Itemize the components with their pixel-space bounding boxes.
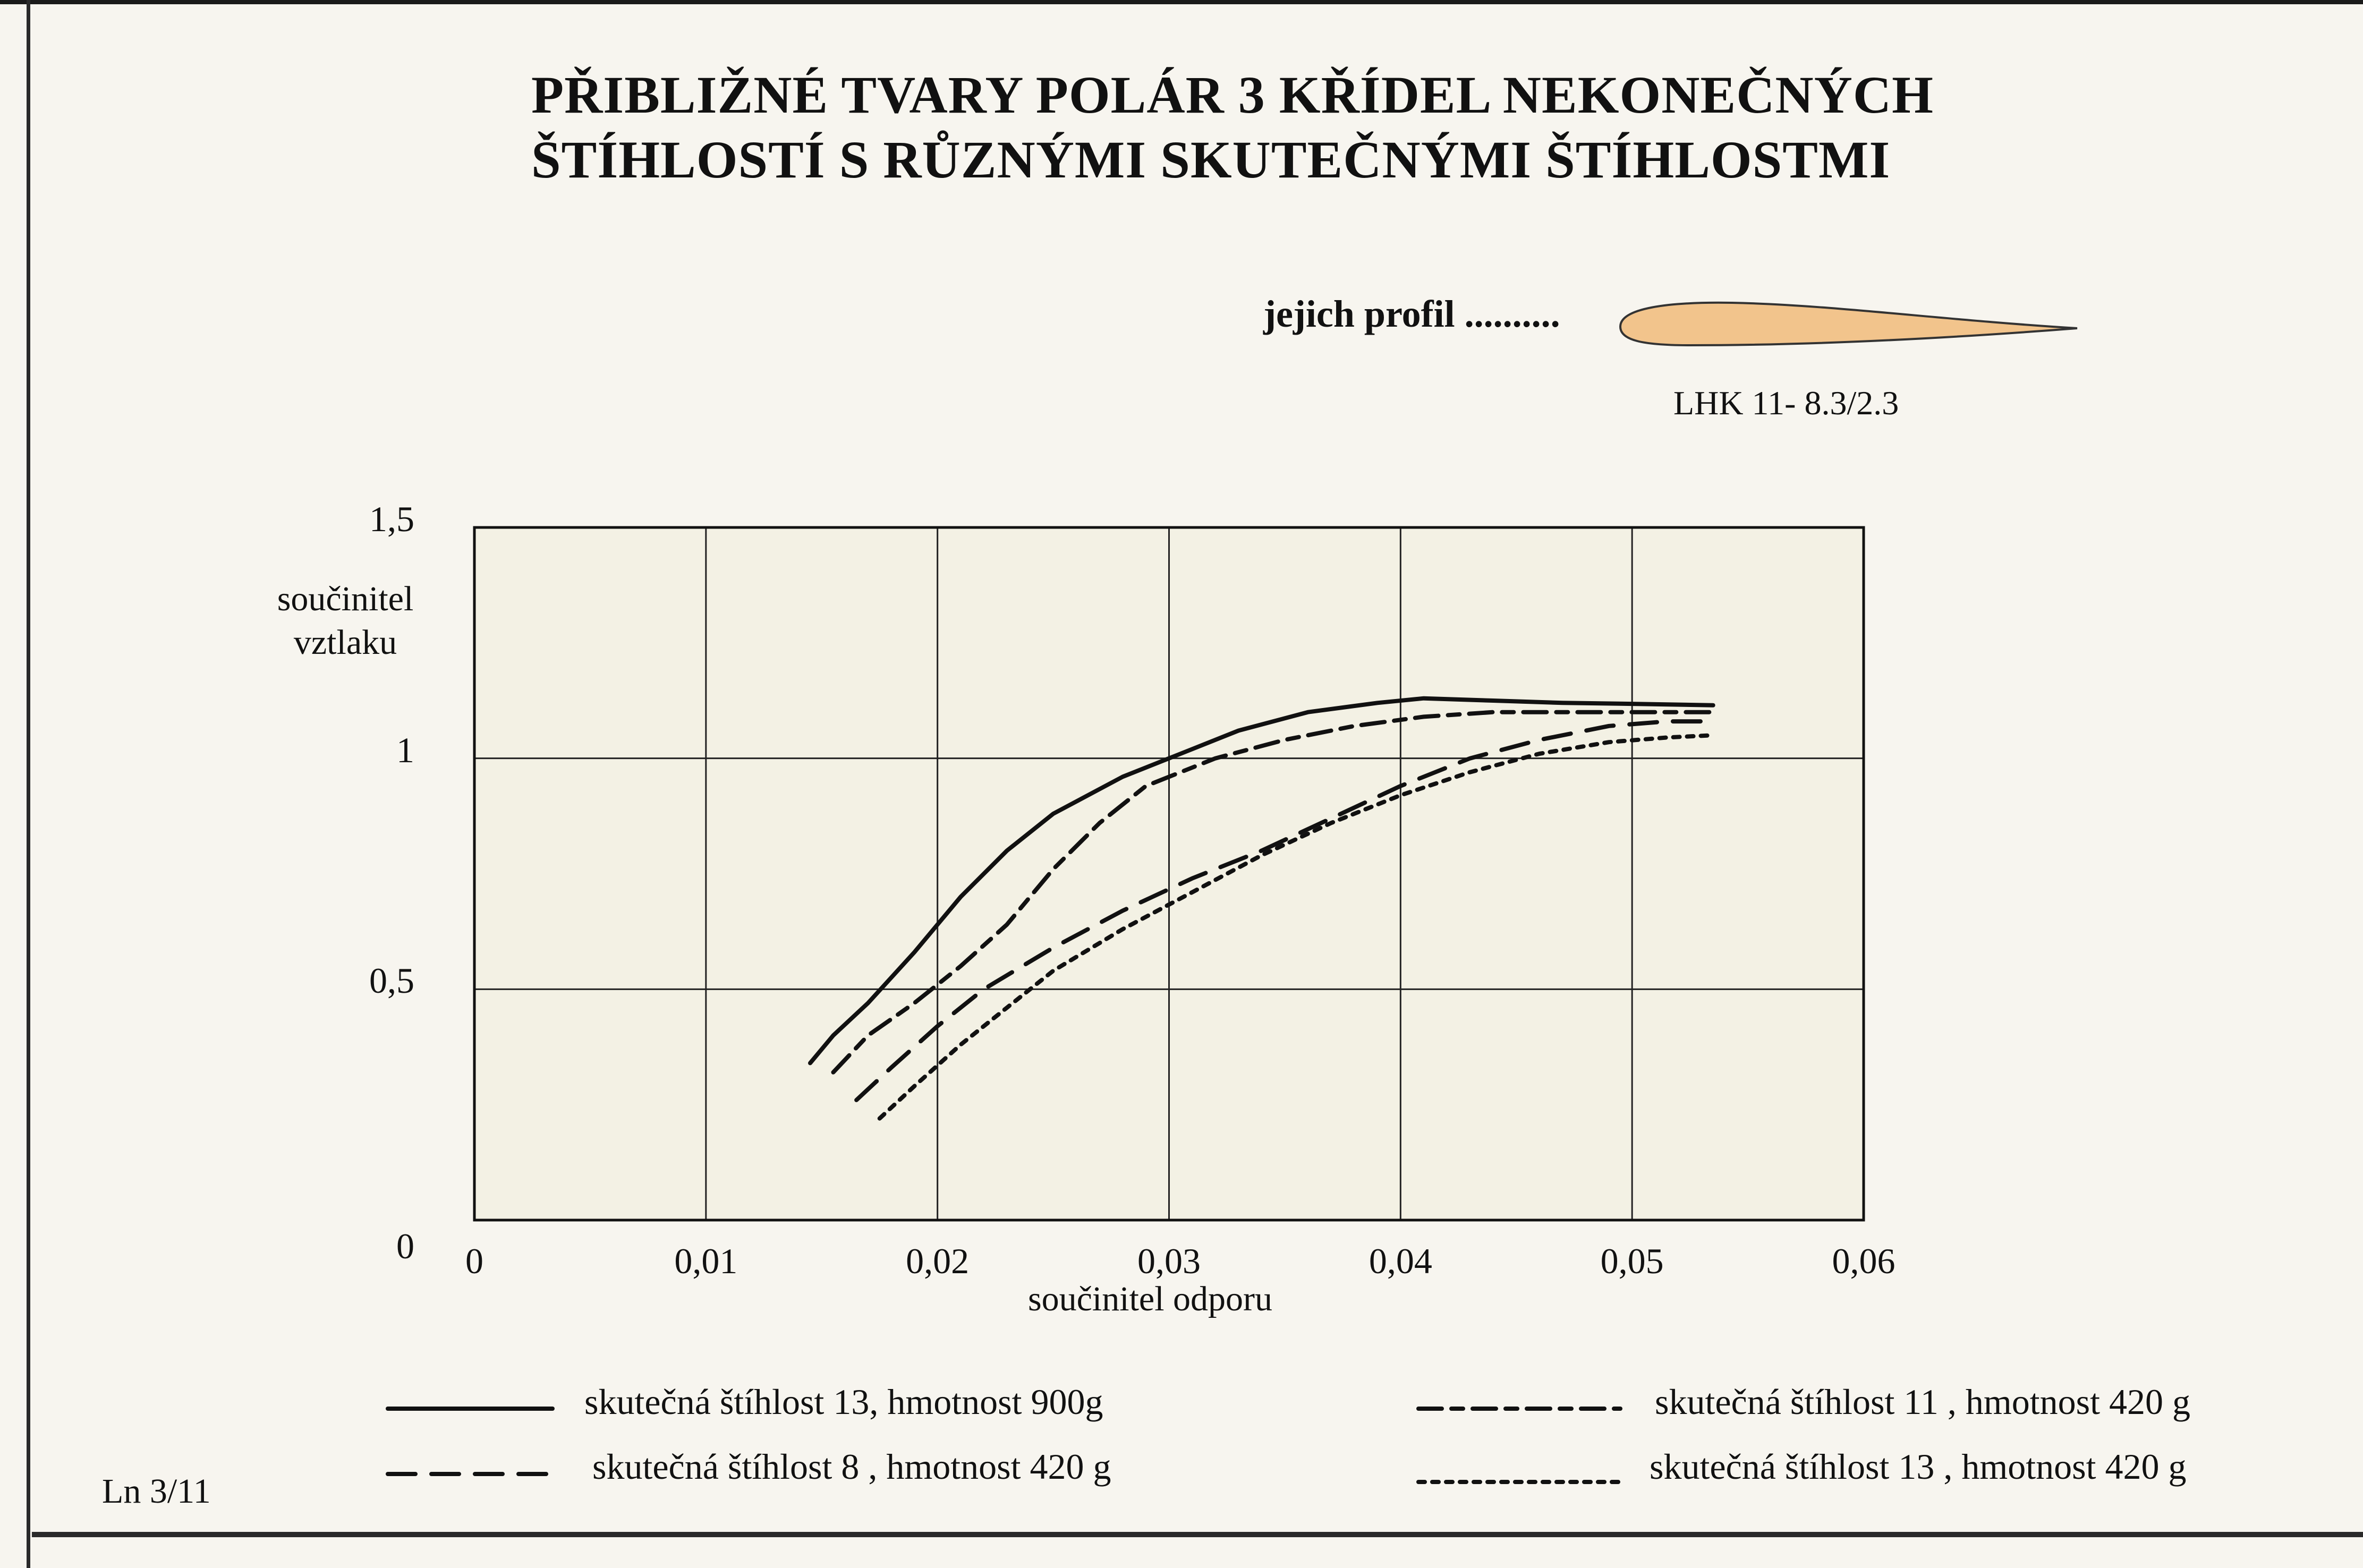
x-tick-label: 0,06 <box>1832 1241 1896 1281</box>
series-line-3 <box>854 719 1715 1102</box>
profile-caption: jejich profil .......... <box>1263 293 1560 335</box>
legend-label-3: skutečná štíhlost 8 , hmotnost 420 g <box>592 1446 1111 1487</box>
title-line-1: PŘIBLIŽNÉ TVARY POLÁR 3 KŘÍDEL NEKONEČNÝ… <box>531 65 1934 124</box>
y-tick-label: 1 <box>396 729 414 770</box>
y-axis-label-line-1: součinitel <box>277 580 414 618</box>
legend-label-2: skutečná štíhlost 11 , hmotnost 420 g <box>1655 1382 2191 1422</box>
x-tick-label: 0,05 <box>1600 1241 1664 1281</box>
title-line-2: ŠTÍHLOSTÍ S RŮZNÝMI SKUTEČNÝMI ŠTÍHLOSTM… <box>531 130 1891 189</box>
sheet-bottom-edge <box>32 1532 2363 1537</box>
series-line-2 <box>831 710 1715 1075</box>
y-axis-label: součinitel vztlaku <box>266 579 425 663</box>
sheet-left-edge <box>27 0 30 1568</box>
series-line-4 <box>877 733 1715 1121</box>
x-tick-label: 0,04 <box>1368 1241 1432 1281</box>
legend-label-4: skutečná štíhlost 13 , hmotnost 420 g <box>1650 1446 2187 1487</box>
plot-frame <box>473 526 1865 1222</box>
sheet-top-edge <box>0 0 2363 4</box>
airfoil-profile-image <box>1619 301 2078 347</box>
y-tick-label: 1,5 <box>369 499 414 539</box>
x-tick-label: 0,02 <box>906 1241 970 1281</box>
x-axis-label: součinitel odporu <box>1027 1280 1273 1318</box>
profile-name: LHK 11- 8.3/2.3 <box>1673 384 1899 422</box>
x-tick-label: 0,01 <box>674 1241 738 1281</box>
x-tick-label: 0 <box>465 1241 483 1281</box>
page-reference: Ln 3/11 <box>102 1472 211 1511</box>
legend-label-1: skutečná štíhlost 13, hmotnost 900g <box>584 1382 1103 1422</box>
y-tick-label: 0,5 <box>369 960 414 1001</box>
series-line-1 <box>808 696 1715 1066</box>
y-tick-label: 0 <box>396 1226 414 1266</box>
y-axis-label-line-2: vztlaku <box>293 623 397 662</box>
chart-title: PŘIBLIŽNÉ TVARY POLÁR 3 KŘÍDEL NEKONEČNÝ… <box>531 63 1934 192</box>
x-tick-label: 0,03 <box>1137 1241 1201 1281</box>
